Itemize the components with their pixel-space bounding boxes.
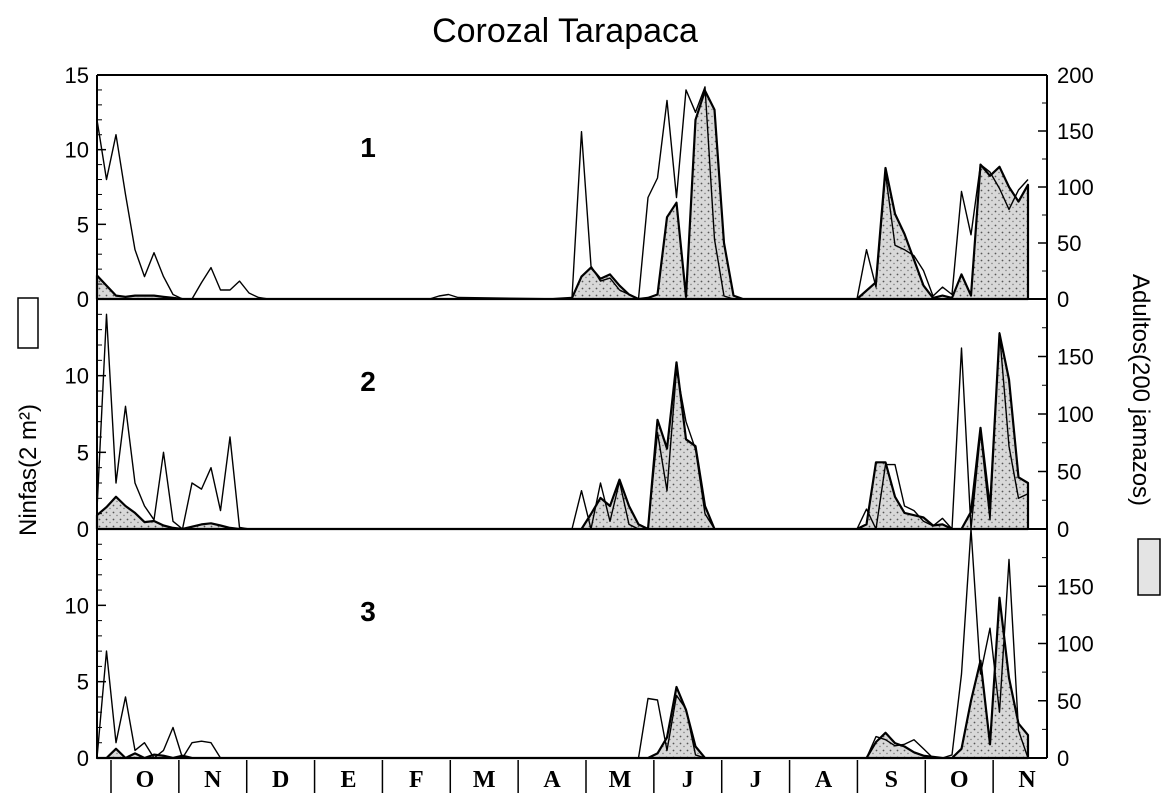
nymph-legend-swatch	[17, 297, 39, 349]
left-tick-label: 5	[77, 212, 89, 237]
left-tick-label: 10	[65, 593, 89, 618]
right-tick-label: 150	[1057, 345, 1094, 370]
left-tick-label: 0	[77, 517, 89, 542]
month-label: S	[885, 767, 898, 793]
left-tick-label: 15	[65, 63, 89, 88]
month-label: E	[340, 767, 356, 793]
left-tick-label: 10	[65, 138, 89, 163]
right-tick-label: 50	[1057, 231, 1081, 256]
month-label: A	[815, 767, 833, 793]
adult-legend-swatch	[1137, 538, 1161, 596]
adults-series-area	[95, 332, 1030, 531]
y-axis-right-label: Adultos(200 jamazos)	[1127, 274, 1154, 506]
month-label: A	[543, 767, 561, 793]
month-label: O	[950, 767, 969, 793]
right-tick-label: 0	[1057, 287, 1069, 312]
nymphs-series-line	[96, 313, 1029, 530]
right-tick-label: 100	[1057, 632, 1094, 657]
right-tick-label: 0	[1057, 517, 1069, 542]
right-tick-label: 100	[1057, 402, 1094, 427]
adults-series-area	[95, 89, 1030, 301]
month-label: N	[204, 767, 222, 793]
month-label: J	[682, 767, 694, 793]
left-tick-label: 5	[77, 440, 89, 465]
right-tick-label: 0	[1057, 746, 1069, 771]
right-tick-label: 150	[1057, 574, 1094, 599]
nymphs-series-line	[96, 528, 1029, 759]
month-label: O	[136, 767, 155, 793]
month-label: M	[473, 767, 496, 793]
chart-title: Corozal Tarapaca	[432, 12, 698, 50]
left-tick-label: 10	[65, 364, 89, 389]
panel-label: 1	[360, 132, 376, 163]
left-tick-label: 5	[77, 670, 89, 695]
month-label: J	[750, 767, 762, 793]
left-tick-label: 0	[77, 746, 89, 771]
panel-label: 3	[360, 596, 376, 627]
right-tick-label: 50	[1057, 689, 1081, 714]
nymphs-series-line	[96, 86, 1029, 300]
month-label: N	[1018, 767, 1036, 793]
month-label: M	[609, 767, 632, 793]
right-tick-label: 100	[1057, 175, 1094, 200]
left-tick-label: 0	[77, 287, 89, 312]
panel-label: 2	[360, 366, 376, 397]
y-axis-left-label: Ninfas(2 m²)	[15, 404, 42, 536]
month-label: D	[272, 767, 289, 793]
adults-series-area	[95, 596, 1030, 760]
right-tick-label: 50	[1057, 460, 1081, 485]
month-label: F	[409, 767, 424, 793]
right-tick-label: 150	[1057, 119, 1094, 144]
right-tick-label: 200	[1057, 63, 1094, 88]
